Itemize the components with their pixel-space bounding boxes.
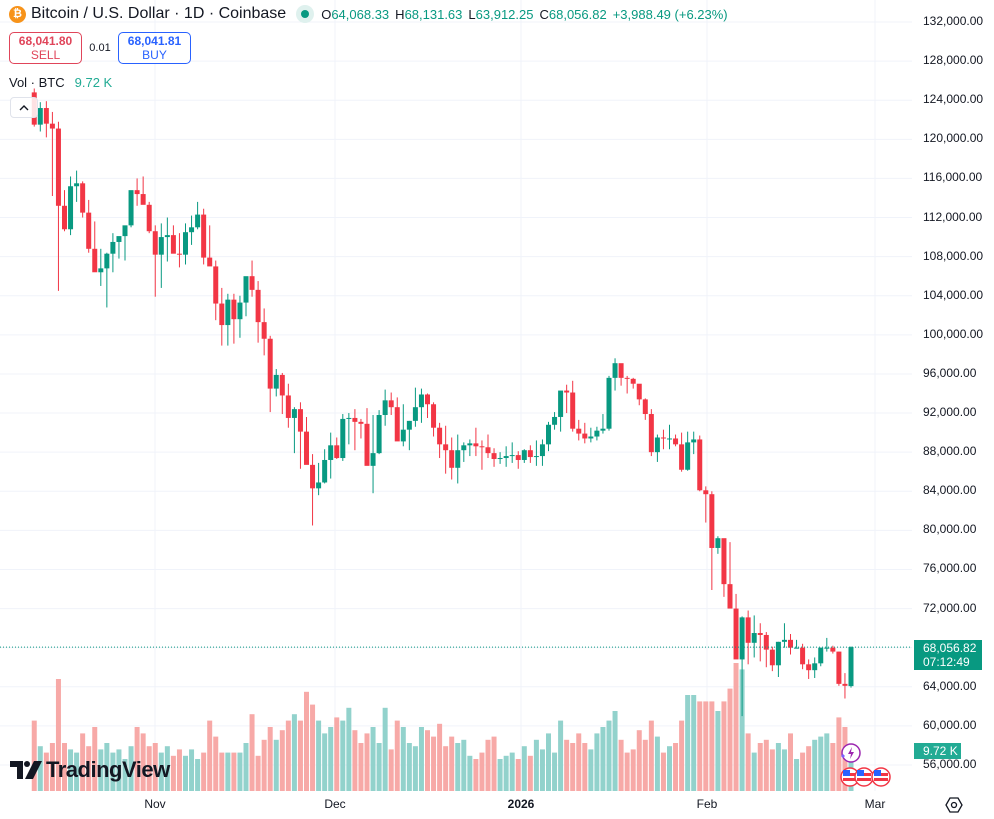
chart-events[interactable] (838, 742, 894, 790)
sell-button[interactable]: 68,041.80 SELL (9, 32, 82, 64)
trade-panel: 68,041.80 SELL 0.01 68,041.81 BUY (9, 32, 191, 64)
price-tick-label: 76,000.00 (923, 561, 977, 576)
last-price-value: 68,056.82 (923, 641, 977, 655)
price-tick-label: 132,000.00 (923, 14, 984, 28)
price-tick-label: 64,000.00 (923, 678, 977, 693)
tradingview-logo-icon (10, 761, 42, 779)
price-tick-label: 72,000.00 (923, 600, 977, 615)
change-value: +3,988.49 (+6.23%) (612, 6, 728, 22)
volume-tag: 9.72 K (914, 743, 961, 759)
buy-label: BUY (142, 48, 167, 62)
time-tick-label: 2026 (507, 797, 535, 811)
volume-legend-label: Vol · BTC (9, 75, 65, 90)
tradingview-logo-text: TradingView (46, 757, 170, 782)
price-tick-label: 60,000.00 (923, 717, 977, 732)
price-tick-label: 120,000.00 (923, 131, 984, 146)
price-tick-label: 84,000.00 (923, 483, 977, 498)
price-tick-label: 128,000.00 (923, 53, 984, 68)
low-value: 63,912.25 (475, 6, 534, 22)
symbol-title[interactable]: Bitcoin / U.S. Dollar · 1D · Coinbase (31, 5, 287, 22)
price-tick-label: 100,000.00 (923, 326, 984, 341)
ohlc-values: O64,068.33 H68,131.63 L63,912.25 C68,056… (321, 6, 728, 22)
price-tick-label: 92,000.00 (923, 405, 977, 420)
price-tick-label: 112,000.00 (923, 209, 983, 224)
time-tick-label: Mar (864, 797, 886, 811)
bar-countdown: 07:12:49 (923, 655, 970, 669)
sell-price: 68,041.80 (18, 34, 73, 48)
price-tick-label: 116,000.00 (923, 170, 983, 185)
chevron-up-icon (19, 104, 29, 110)
bitcoin-icon: ₿ (9, 5, 26, 23)
last-price-tag: 68,056.82 07:12:49 (914, 640, 982, 670)
lightning-event-icon[interactable] (841, 743, 861, 763)
time-tick-label: Feb (696, 797, 718, 811)
symbol-legend: ₿ Bitcoin / U.S. Dollar · 1D · Coinbase … (9, 5, 728, 23)
price-tick-label: 124,000.00 (923, 92, 984, 107)
price-tick-label: 96,000.00 (923, 365, 977, 380)
open-value: 64,068.33 (331, 6, 390, 22)
sell-label: SELL (30, 48, 61, 62)
chart-settings-icon[interactable] (945, 796, 963, 814)
spread-value: 0.01 (89, 42, 111, 54)
grid-lines (0, 0, 912, 791)
us-flag-event-icon[interactable] (871, 767, 891, 787)
tradingview-logo[interactable]: TradingView (10, 757, 170, 783)
close-value: 68,056.82 (548, 6, 607, 22)
candlesticks (31, 88, 854, 717)
volume-bars (31, 663, 854, 791)
price-tick-label: 104,000.00 (923, 287, 984, 302)
us-flag-event-icon[interactable] (854, 767, 874, 787)
price-tick-label: 56,000.00 (923, 757, 977, 771)
collapse-legend-button[interactable] (10, 97, 38, 118)
high-value: 68,131.63 (404, 6, 463, 22)
buy-price: 68,041.81 (127, 34, 182, 48)
time-tick-label: Nov (144, 797, 166, 811)
volume-legend-value: 9.72 K (74, 75, 113, 90)
volume-legend[interactable]: Vol · BTC 9.72 K (9, 75, 112, 90)
time-tick-label: Dec (324, 797, 346, 811)
price-tick-label: 108,000.00 (923, 248, 984, 263)
market-open-status-icon[interactable] (296, 5, 315, 23)
price-tick-label: 88,000.00 (923, 444, 977, 459)
price-tick-label: 80,000.00 (923, 522, 977, 537)
buy-button[interactable]: 68,041.81 BUY (118, 32, 191, 64)
